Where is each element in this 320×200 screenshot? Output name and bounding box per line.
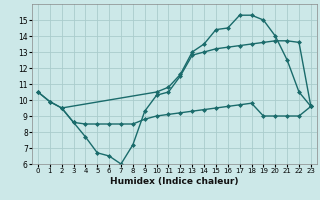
X-axis label: Humidex (Indice chaleur): Humidex (Indice chaleur) [110, 177, 239, 186]
